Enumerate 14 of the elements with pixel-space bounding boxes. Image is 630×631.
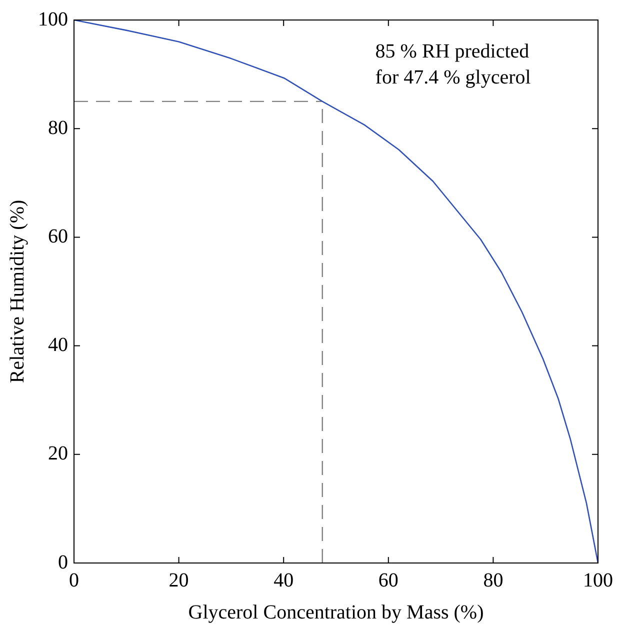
y-tick-label: 20 xyxy=(48,442,68,465)
y-tick-label: 100 xyxy=(38,8,68,30)
y-tick-label: 80 xyxy=(48,116,68,139)
x-tick-label: 60 xyxy=(378,569,398,592)
y-tick-label: 60 xyxy=(48,225,68,248)
x-tick-label: 40 xyxy=(274,569,294,592)
annotation: 85 % RH predicted for 47.4 % glycerol xyxy=(375,40,532,88)
y-tick-label: 40 xyxy=(48,334,68,356)
x-tick-label: 20 xyxy=(168,569,189,592)
x-axis-title: Glycerol Concentration by Mass (%) xyxy=(188,601,484,624)
y-tick-label: 0 xyxy=(58,551,68,574)
x-tick-label: 100 xyxy=(583,569,613,592)
y-axis-title: Relative Humidity (%) xyxy=(6,200,28,384)
x-tick-label: 80 xyxy=(483,569,504,592)
